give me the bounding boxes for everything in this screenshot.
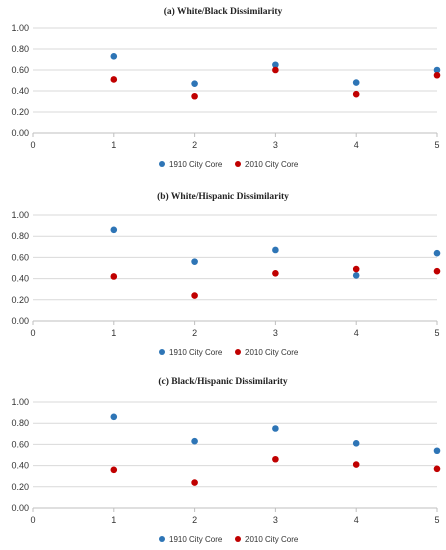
chart1-x-tick-label: 1	[111, 328, 116, 338]
chart2-y-tick-label: 0.20	[11, 482, 29, 492]
chart0-point-series1910	[352, 79, 360, 86]
chart1-legend-label: 2010 City Core	[245, 348, 299, 357]
chart1-legend-marker	[235, 349, 241, 355]
chart0-y-tick-label: 0.60	[11, 65, 29, 75]
chart0-title: (a) White/Black Dissimilarity	[164, 6, 283, 17]
chart0-point-series2010	[433, 71, 441, 79]
chart2-point-series2010	[352, 461, 360, 468]
chart1-y-tick-label: 0.40	[11, 274, 29, 284]
chart0-legend-marker	[235, 161, 241, 167]
chart2-x-tick-label: 2	[192, 515, 197, 525]
chart2-x-tick-label: 5	[434, 515, 439, 525]
chart0-y-tick-label: 0.80	[11, 44, 29, 54]
chart1-point-series1910	[433, 249, 441, 257]
chart0-y-tick-label: 0.20	[11, 107, 29, 117]
chart1-y-tick-label: 0.00	[11, 316, 29, 326]
chart2-legend-marker	[235, 536, 241, 542]
chart2-x-tick-label: 0	[30, 515, 35, 525]
chart1-point-series2010	[110, 273, 118, 280]
chart2-point-series2010	[272, 455, 279, 463]
chart0-legend-label: 2010 City Core	[245, 160, 299, 169]
chart0-x-tick-label: 2	[192, 140, 197, 150]
chart2-x-tick-label: 4	[354, 515, 359, 525]
chart0-point-series1910	[272, 61, 279, 69]
chart0-point-series2010	[191, 92, 198, 100]
chart2-point-series1910	[272, 425, 279, 432]
chart0-point-series2010	[110, 76, 118, 83]
chart1-title: (b) White/Hispanic Dissimilarity	[157, 191, 289, 202]
chart1-y-tick-label: 0.60	[11, 252, 29, 262]
chart0-x-tick-label: 5	[434, 140, 439, 150]
chart2-point-series1910	[191, 437, 198, 445]
chart2-legend-label: 1910 City Core	[169, 535, 223, 544]
chart1-point-series1910	[191, 258, 198, 265]
chart1-y-tick-label: 0.20	[11, 295, 29, 305]
chart1-point-series1910	[352, 272, 360, 279]
chart0-legend-marker	[159, 161, 165, 167]
chart2-x-tick-label: 1	[111, 515, 116, 525]
chart0-y-tick-label: 0.40	[11, 86, 29, 96]
chart0-legend-label: 1910 City Core	[169, 160, 223, 169]
chart2-point-series2010	[110, 466, 118, 474]
chart2-point-series1910	[110, 413, 118, 421]
chart1-x-tick-label: 0	[30, 328, 35, 338]
chart2-legend-marker	[159, 536, 165, 542]
chart1-x-tick-label: 2	[192, 328, 197, 338]
chart1-x-tick-label: 5	[434, 328, 439, 338]
chart2-x-tick-label: 3	[273, 515, 278, 525]
chart2-point-series2010	[191, 479, 198, 486]
chart2-y-tick-label: 0.00	[11, 503, 29, 513]
chart0-x-tick-label: 4	[354, 140, 359, 150]
chart1-legend-marker	[159, 349, 165, 355]
chart1-x-tick-label: 3	[273, 328, 278, 338]
chart1-point-series1910	[110, 226, 118, 234]
chart2-point-series2010	[433, 465, 441, 473]
chart1-point-series2010	[272, 270, 279, 277]
chart2-y-tick-label: 0.60	[11, 439, 29, 449]
chart0-x-tick-label: 3	[273, 140, 278, 150]
chart2-title: (c) Black/Hispanic Dissimilarity	[158, 376, 288, 387]
chart2-y-tick-label: 0.80	[11, 418, 29, 428]
chart1-x-tick-label: 4	[354, 328, 359, 338]
chart2-y-tick-label: 1.00	[11, 397, 29, 407]
chart0-y-tick-label: 1.00	[11, 23, 29, 33]
chart0-x-tick-label: 0	[30, 140, 35, 150]
chart0-y-tick-label: 0.00	[11, 128, 29, 138]
chart0-point-series1910	[433, 66, 441, 74]
chart2-point-series1910	[433, 447, 441, 455]
chart2-legend-label: 2010 City Core	[245, 535, 299, 544]
chart0-point-series2010	[272, 66, 279, 74]
chart1-y-tick-label: 1.00	[11, 210, 29, 220]
chart2-point-series1910	[352, 440, 360, 447]
chart1-point-series2010	[352, 265, 360, 273]
chart1-legend-label: 1910 City Core	[169, 348, 223, 357]
chart1-point-series1910	[272, 246, 279, 254]
chart1-y-tick-label: 0.80	[11, 231, 29, 241]
chart0-point-series1910	[110, 53, 118, 60]
chart0-x-tick-label: 1	[111, 140, 116, 150]
chart1-point-series2010	[191, 292, 198, 299]
chart1-point-series2010	[433, 267, 441, 275]
chart0-point-series1910	[191, 80, 198, 87]
chart0-point-series2010	[352, 90, 360, 98]
chart2-y-tick-label: 0.40	[11, 461, 29, 471]
